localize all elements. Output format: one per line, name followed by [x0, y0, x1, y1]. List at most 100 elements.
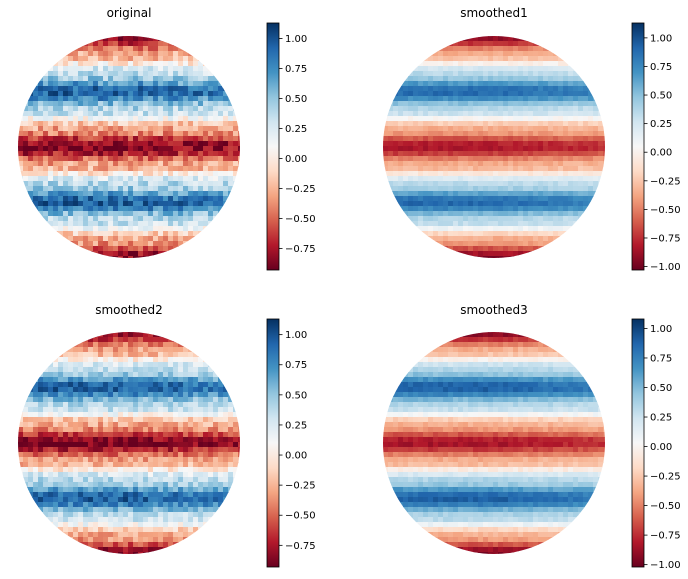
- mesh-cell: [228, 166, 234, 172]
- mesh-cell: [503, 256, 509, 258]
- mesh-cell: [118, 66, 124, 72]
- mesh-cell: [93, 101, 99, 107]
- mesh-cell: [543, 161, 549, 167]
- mesh-cell: [33, 166, 39, 172]
- mesh-cell: [218, 126, 224, 132]
- mesh-cell: [528, 236, 534, 242]
- mesh-cell: [128, 517, 134, 523]
- mesh-cell: [68, 432, 74, 438]
- mesh-cell: [443, 126, 449, 132]
- mesh-cell: [178, 186, 184, 192]
- mesh-cell: [138, 517, 144, 523]
- mesh-cell: [533, 131, 539, 137]
- mesh-cell: [208, 382, 214, 388]
- mesh-cell: [473, 76, 479, 82]
- mesh-cell: [238, 437, 240, 443]
- mesh-cell: [543, 121, 549, 127]
- mesh-cell: [193, 196, 199, 202]
- mesh-cell: [533, 246, 539, 252]
- mesh-cell: [48, 61, 54, 67]
- mesh-cell: [193, 447, 199, 453]
- mesh-cell: [133, 126, 139, 132]
- mesh-cell: [78, 126, 84, 132]
- mesh-cell: [193, 422, 199, 428]
- mesh-cell: [93, 487, 99, 493]
- mesh-cell: [38, 462, 44, 468]
- mesh-cell: [453, 81, 459, 87]
- mesh-cell: [163, 357, 169, 363]
- mesh-cell: [68, 161, 74, 167]
- mesh-cell: [178, 427, 184, 433]
- mesh-cell: [78, 96, 84, 102]
- mesh-cell: [213, 432, 219, 438]
- mesh-cell: [68, 502, 74, 508]
- mesh-cell: [103, 56, 109, 62]
- mesh-cell: [128, 216, 134, 222]
- mesh-cell: [123, 387, 129, 393]
- mesh-cell: [563, 146, 569, 152]
- mesh-cell: [528, 196, 534, 202]
- mesh-cell: [38, 126, 44, 132]
- mesh-cell: [473, 251, 479, 257]
- mesh-cell: [58, 196, 64, 202]
- mesh-cell: [153, 46, 159, 52]
- mesh-cell: [443, 141, 449, 147]
- mesh-cell: [523, 251, 529, 257]
- mesh-cell: [198, 462, 204, 468]
- mesh-cell: [193, 211, 199, 217]
- mesh-cell: [108, 497, 114, 503]
- mesh-cell: [488, 136, 494, 142]
- mesh-cell: [128, 231, 134, 237]
- mesh-cell: [413, 176, 419, 182]
- mesh-cell: [138, 407, 144, 413]
- mesh-cell: [93, 216, 99, 222]
- mesh-cell: [533, 201, 539, 207]
- mesh-cell: [93, 146, 99, 152]
- mesh-cell: [223, 136, 229, 142]
- mesh-cell: [118, 342, 124, 348]
- mesh-cell: [223, 116, 229, 122]
- mesh-cell: [133, 91, 139, 97]
- mesh-cell: [538, 111, 544, 117]
- mesh-cell: [133, 136, 139, 142]
- mesh-cell: [453, 71, 459, 77]
- mesh-cell: [168, 477, 174, 483]
- mesh-cell: [118, 537, 124, 543]
- mesh-cell: [88, 46, 94, 52]
- mesh-cell: [43, 517, 49, 523]
- mesh-cell: [453, 241, 459, 247]
- mesh-cell: [88, 96, 94, 102]
- mesh-cell: [83, 121, 89, 127]
- mesh-cell: [533, 41, 539, 47]
- mesh-cell: [468, 61, 474, 67]
- mesh-cell: [133, 527, 139, 533]
- mesh-cell: [143, 487, 149, 493]
- mesh-cell: [93, 231, 99, 237]
- mesh-cell: [93, 522, 99, 528]
- mesh-cell: [103, 512, 109, 518]
- mesh-cell: [118, 402, 124, 408]
- mesh-cell: [598, 146, 604, 152]
- mesh-cell: [178, 231, 184, 237]
- mesh-cell: [108, 166, 114, 172]
- mesh-cell: [173, 437, 179, 443]
- mesh-cell: [218, 452, 224, 458]
- mesh-cell: [538, 236, 544, 242]
- mesh-cell: [183, 392, 189, 398]
- mesh-cell: [133, 392, 139, 398]
- mesh-cell: [513, 181, 519, 187]
- mesh-cell: [103, 111, 109, 117]
- mesh-cell: [63, 106, 69, 112]
- mesh-cell: [173, 452, 179, 458]
- mesh-cell: [558, 101, 564, 107]
- mesh-cell: [173, 427, 179, 433]
- mesh-cell: [83, 387, 89, 393]
- mesh-cell: [383, 146, 389, 152]
- mesh-cell: [443, 56, 449, 62]
- mesh-cell: [233, 407, 239, 413]
- mesh-cell: [63, 101, 69, 107]
- mesh-cell: [63, 532, 69, 538]
- mesh-cell: [398, 111, 404, 117]
- mesh-cell: [388, 186, 394, 192]
- mesh-cell: [388, 196, 394, 202]
